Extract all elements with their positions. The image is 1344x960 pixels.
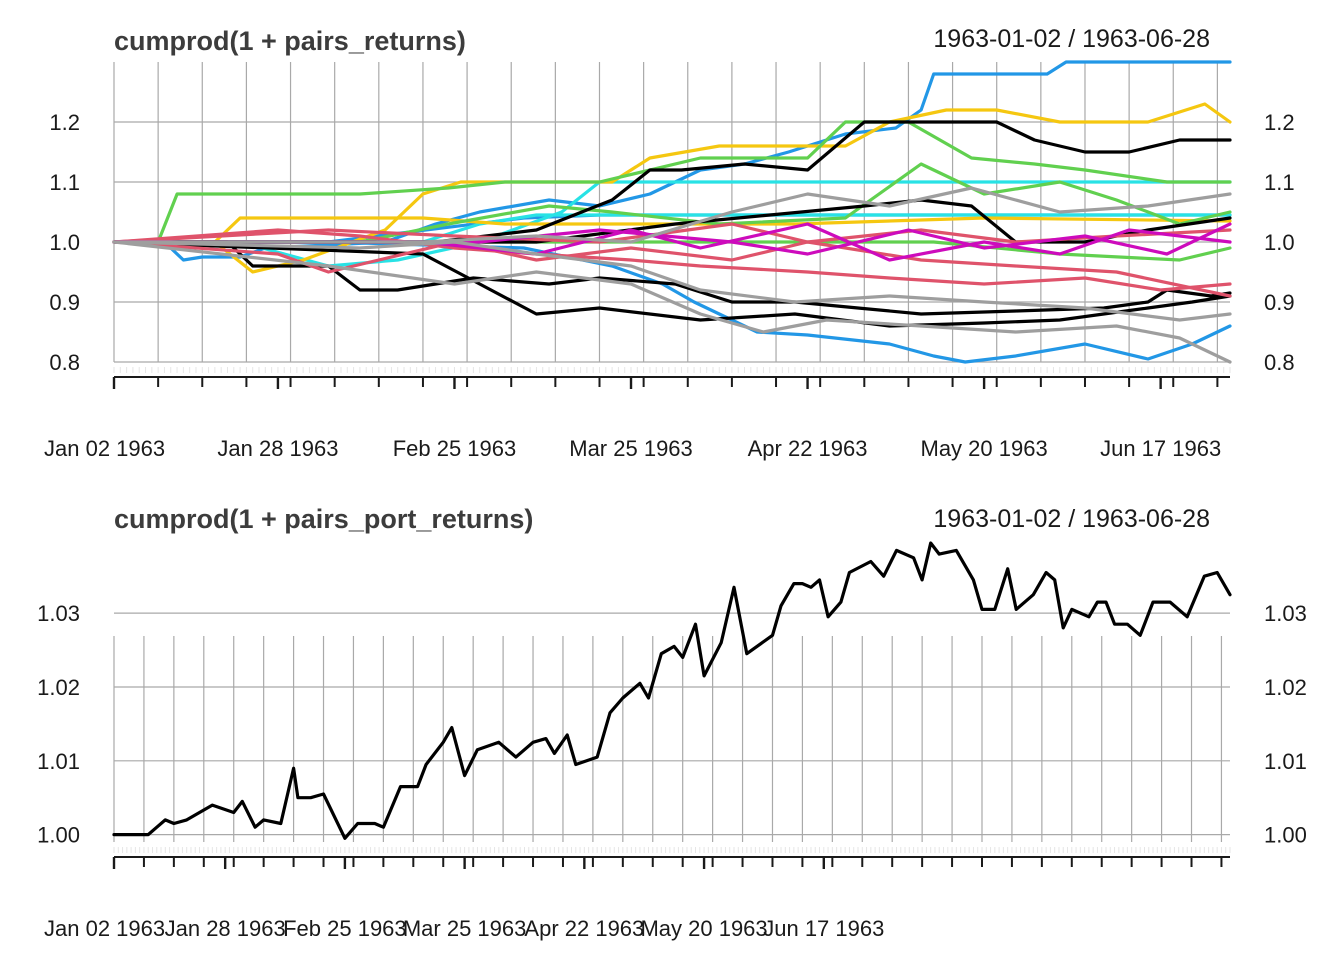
x-tick-label: Jan 02 1963 <box>44 916 165 941</box>
y-tick-label-left: 1.00 <box>37 823 80 848</box>
x-tick-label: Apr 22 1963 <box>748 436 868 461</box>
x-tick-label: May 20 1963 <box>640 916 767 941</box>
y-tick-label-right: 0.9 <box>1264 290 1295 315</box>
series-line-8 <box>112 120 1232 244</box>
panel-1-date-range: 1963-01-02 / 1963-06-28 <box>933 25 1210 53</box>
panel-2-axes: 1.00 1.00 1.01 1.01 1.02 1.02 1.03 1.03 Jan 02 1… <box>37 601 1307 941</box>
panel-2-grid <box>113 612 1230 842</box>
series-line-21 <box>112 240 1232 322</box>
series-line-22 <box>112 186 1232 244</box>
y-tick-label-right: 1.0 <box>1264 230 1295 255</box>
panel-pairs-returns: 0.8 0.8 0.9 0.9 1.0 1.0 1.1 1.1 1.2 1.2 Jan 02 196… <box>44 25 1295 461</box>
panel-1-axes: 0.8 0.8 0.9 0.9 1.0 1.0 1.1 1.1 1.2 1.2 Jan 02 196… <box>44 110 1295 461</box>
x-tick-label: May 20 1963 <box>921 436 1048 461</box>
x-tick-label: Feb 25 1963 <box>283 916 407 941</box>
x-tick-label: Mar 25 1963 <box>403 916 527 941</box>
series-line-20 <box>112 240 1232 364</box>
x-tick-label: Feb 25 1963 <box>393 436 517 461</box>
panel-1-series <box>112 60 1232 364</box>
y-tick-label-right: 1.1 <box>1264 170 1295 195</box>
series-line-16 <box>112 240 1232 298</box>
panel-2-series <box>112 541 1232 840</box>
y-tick-label-right: 1.02 <box>1264 675 1307 700</box>
y-tick-label-left: 1.0 <box>49 230 80 255</box>
y-tick-label-right: 1.03 <box>1264 601 1307 626</box>
panel-2-title: cumprod(1 + pairs_port_returns) <box>114 504 533 534</box>
x-tick-label: Jan 28 1963 <box>165 916 286 941</box>
x-tick-label: Apr 22 1963 <box>524 916 644 941</box>
y-tick-label-right: 1.2 <box>1264 110 1295 135</box>
x-tick-label: Jun 17 1963 <box>1100 436 1221 461</box>
y-tick-label-right: 1.00 <box>1264 823 1307 848</box>
panel-portfolio-returns: 1.00 1.00 1.01 1.01 1.02 1.02 1.03 1.03 Jan 02 1… <box>37 504 1307 941</box>
y-tick-label-right: 0.8 <box>1264 350 1295 375</box>
y-tick-label-left: 0.9 <box>49 290 80 315</box>
x-tick-label: Jan 28 1963 <box>217 436 338 461</box>
series-line-6 <box>112 102 1232 274</box>
panel-1-title: cumprod(1 + pairs_returns) <box>114 26 466 56</box>
y-tick-label-left: 1.03 <box>37 601 80 626</box>
y-tick-label-left: 1.02 <box>37 675 80 700</box>
x-tick-label: Jun 17 1963 <box>763 916 884 941</box>
panel-2-date-range: 1963-01-02 / 1963-06-28 <box>933 505 1210 533</box>
y-tick-label-left: 1.2 <box>49 110 80 135</box>
y-tick-label-left: 0.8 <box>49 350 80 375</box>
y-tick-label-left: 1.01 <box>37 749 80 774</box>
series-line-12 <box>112 120 1232 244</box>
series-line-1 <box>112 541 1232 840</box>
series-line-15 <box>112 228 1232 292</box>
x-tick-label: Jan 02 1963 <box>44 436 165 461</box>
y-tick-label-right: 1.01 <box>1264 749 1307 774</box>
x-tick-label: Mar 25 1963 <box>569 436 693 461</box>
series-line-13 <box>112 240 1232 328</box>
series-line-9 <box>112 162 1232 244</box>
y-tick-label-left: 1.1 <box>49 170 80 195</box>
